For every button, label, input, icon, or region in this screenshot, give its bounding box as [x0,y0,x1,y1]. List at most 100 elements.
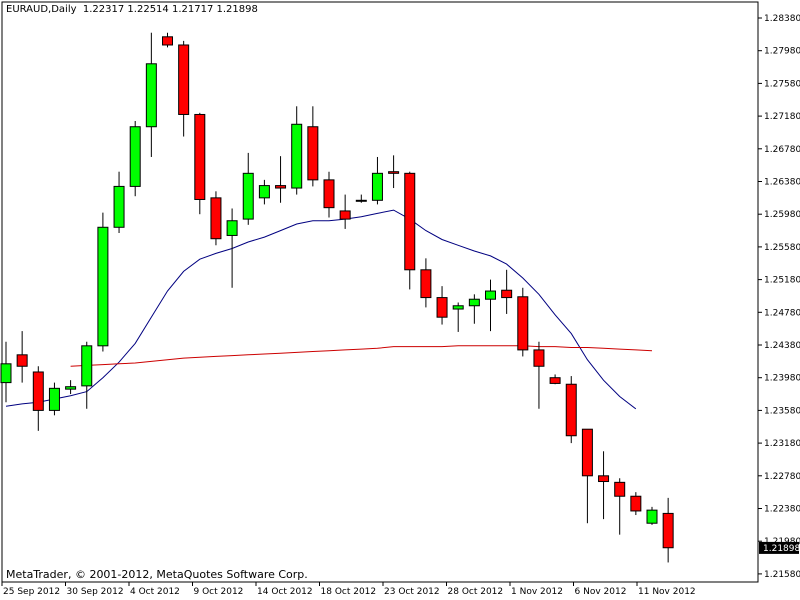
candle [452,302,464,332]
candle-body [371,172,383,201]
candle [614,478,626,535]
candle [242,152,254,225]
y-tick-label: 1.24780 [764,308,800,318]
time-axis: 25 Sep 2012 30 Sep 2012 4 Oct 2012 9 Oct 20… [1,582,696,597]
candle-body [355,199,367,202]
candle [307,106,319,187]
candle [468,294,480,324]
x-tick-label: 30 Sep 2012 [67,587,124,597]
candle-body [178,44,190,115]
candle [549,374,561,385]
copyright-text: MetaTrader, © 2001-2012, MetaQuotes Soft… [6,568,308,581]
x-tick-label: 18 Oct 2012 [321,587,377,597]
y-tick-label: 1.22380 [764,505,800,515]
moving-average-fast [5,209,637,410]
y-tick-label: 1.27180 [764,112,800,122]
candle-body [517,296,529,351]
y-tick-label: 1.26780 [764,145,800,155]
candle [291,106,303,195]
y-tick-label: 1.28380 [764,14,800,24]
x-tick-label: 9 Oct 2012 [194,587,244,597]
candle-body [630,495,642,512]
candle-body [598,475,610,483]
candle-body [420,269,432,299]
symbol-header: EURAUD,Daily 1.22317 1.22514 1.21717 1.2… [6,4,258,15]
candle [65,380,77,395]
candle-body [614,481,626,497]
candle-body [565,383,577,437]
y-tick-label: 1.27980 [764,47,800,57]
candle-body [307,126,319,181]
candle [501,269,513,314]
candle-body [501,289,513,299]
candle-body [226,220,238,236]
candle-body [339,210,351,220]
x-tick-label: 4 Oct 2012 [130,587,180,597]
candle [226,208,238,288]
candle [388,155,400,189]
y-tick-label: 1.23180 [764,439,800,449]
candle [145,32,157,157]
candle-body [436,297,448,318]
candle [210,191,222,246]
candle [630,492,642,516]
current-price-marker: 1.21898 [759,541,800,554]
y-tick-label: 1.27580 [764,79,800,89]
y-tick-label: 1.25180 [764,276,800,286]
candle-body [388,171,400,174]
x-tick-label: 14 Oct 2012 [257,587,313,597]
candle-body [646,509,658,524]
candle [436,286,448,325]
candle-body [65,386,77,390]
candle-body [404,172,416,271]
candle [517,287,529,357]
candle-body [97,226,109,347]
candle [113,171,125,234]
candle [258,179,270,205]
candle [129,121,141,197]
y-tick-label: 1.23580 [764,406,800,416]
x-tick-label: 11 Nov 2012 [638,587,696,597]
x-tick-label: 1 Nov 2012 [511,587,563,597]
candle [0,341,12,403]
plot-frame [1,1,759,583]
candle-body [581,428,593,477]
candle-body [194,113,206,200]
candle-body [485,290,496,300]
current-price-box [759,541,799,554]
candle [371,156,383,205]
candle-body [210,197,222,240]
y-tick-label: 1.21580 [764,570,800,580]
candle [194,112,206,215]
moving-averages [5,209,653,410]
y-tick-label: 1.24380 [764,341,800,351]
candle-body [242,172,254,220]
candle [404,171,416,290]
symbol-timeframe: EURAUD,Daily [6,4,77,15]
candle [81,341,93,409]
candle-body [32,371,44,411]
y-tick-label: 1.25980 [764,210,800,220]
candle-body [129,126,141,187]
candles [0,32,674,563]
candle-body [258,185,270,199]
candle-body [291,123,303,189]
candle [97,212,109,352]
x-tick-label: 23 Oct 2012 [384,587,440,597]
price-axis: 1.28380 1.27980 1.27580 1.27180 1.26780 1.263… [758,14,800,580]
candle-body [162,36,173,46]
candle [323,171,335,218]
candle [48,382,60,416]
candle-body [0,363,12,384]
y-tick-label: 1.22780 [764,472,800,482]
candle-body [145,63,157,128]
candle [598,451,610,520]
candle-body [468,298,480,307]
candle [32,366,44,431]
candle-body [662,512,674,549]
x-tick-label: 25 Sep 2012 [3,587,60,597]
moving-average-slow [70,345,653,367]
candle-body [275,185,287,189]
